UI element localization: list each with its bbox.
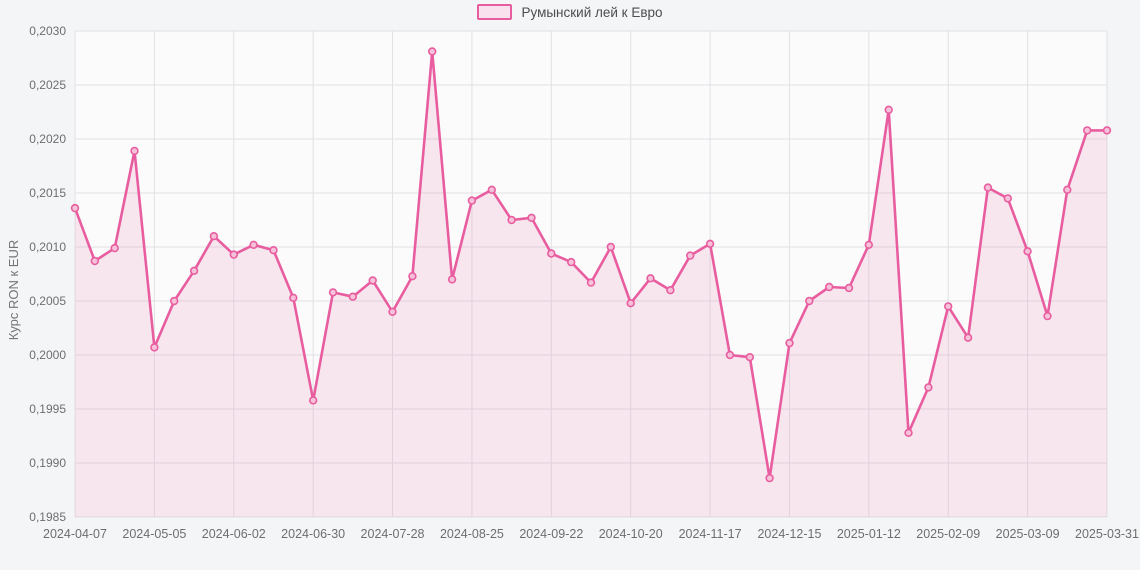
data-point[interactable] bbox=[626, 299, 635, 308]
x-tick-label: 2024-11-17 bbox=[679, 527, 742, 541]
y-tick-label: 0,1985 bbox=[29, 510, 66, 524]
data-point[interactable] bbox=[1023, 247, 1032, 256]
data-point[interactable] bbox=[963, 333, 973, 342]
data-point[interactable] bbox=[269, 246, 278, 255]
x-tick-label: 2024-12-15 bbox=[757, 527, 821, 541]
legend: Румынский лей к Евро bbox=[0, 4, 1140, 20]
y-tick-label: 0,1995 bbox=[29, 402, 66, 416]
data-point[interactable] bbox=[904, 428, 913, 437]
x-tick-label: 2025-02-09 bbox=[916, 527, 980, 541]
x-tick-label: 2024-06-30 bbox=[281, 527, 345, 541]
data-point[interactable] bbox=[229, 250, 239, 259]
x-tick-label: 2024-09-22 bbox=[519, 527, 583, 541]
data-point[interactable] bbox=[110, 243, 119, 253]
data-point[interactable] bbox=[189, 266, 199, 275]
x-tick-label: 2024-04-07 bbox=[43, 527, 107, 541]
data-point[interactable] bbox=[785, 338, 794, 348]
data-point[interactable] bbox=[1063, 185, 1072, 195]
data-point[interactable] bbox=[209, 232, 219, 241]
data-point[interactable] bbox=[586, 278, 596, 287]
y-tick-label: 0,1990 bbox=[29, 456, 66, 470]
data-point[interactable] bbox=[289, 293, 298, 302]
y-tick-label: 0,2010 bbox=[29, 240, 66, 254]
data-point[interactable] bbox=[487, 185, 496, 195]
data-point[interactable] bbox=[130, 146, 139, 156]
data-point[interactable] bbox=[606, 242, 615, 252]
data-point[interactable] bbox=[249, 240, 258, 250]
x-tick-label: 2025-03-31 bbox=[1075, 527, 1139, 541]
data-point[interactable] bbox=[388, 307, 397, 316]
data-point[interactable] bbox=[666, 286, 675, 295]
data-point[interactable] bbox=[428, 47, 437, 56]
data-point[interactable] bbox=[170, 296, 179, 306]
data-point[interactable] bbox=[328, 288, 338, 297]
data-point[interactable] bbox=[705, 239, 715, 249]
data-point[interactable] bbox=[90, 256, 100, 266]
data-point[interactable] bbox=[745, 353, 754, 362]
x-tick-label: 2025-03-09 bbox=[996, 527, 1060, 541]
y-tick-label: 0,2020 bbox=[29, 132, 66, 146]
data-point[interactable] bbox=[824, 282, 834, 292]
x-tick-label: 2024-08-25 bbox=[440, 527, 504, 541]
data-point[interactable] bbox=[150, 343, 159, 352]
data-point[interactable] bbox=[864, 240, 873, 250]
data-point[interactable] bbox=[447, 275, 457, 284]
data-point[interactable] bbox=[348, 292, 357, 301]
data-point[interactable] bbox=[1043, 311, 1052, 321]
data-point[interactable] bbox=[507, 215, 516, 225]
x-tick-label: 2024-06-02 bbox=[202, 527, 266, 541]
y-tick-label: 0,2025 bbox=[29, 78, 66, 92]
data-point[interactable] bbox=[70, 203, 80, 213]
legend-label: Румынский лей к Евро bbox=[521, 4, 663, 20]
x-tick-label: 2024-07-28 bbox=[361, 527, 425, 541]
data-point[interactable] bbox=[765, 473, 774, 483]
data-point[interactable] bbox=[943, 302, 953, 311]
y-tick-label: 0,2000 bbox=[29, 348, 66, 362]
y-tick-label: 0,2030 bbox=[29, 24, 66, 38]
data-point[interactable] bbox=[309, 396, 318, 405]
y-tick-label: 0,2005 bbox=[29, 294, 66, 308]
data-point[interactable] bbox=[566, 257, 576, 267]
data-point[interactable] bbox=[368, 276, 377, 285]
x-tick-label: 2024-05-05 bbox=[122, 527, 186, 541]
data-point[interactable] bbox=[1082, 126, 1092, 135]
y-axis-title: Курс RON к EUR bbox=[6, 239, 21, 341]
data-point[interactable] bbox=[805, 296, 814, 306]
data-point[interactable] bbox=[547, 249, 556, 258]
data-point[interactable] bbox=[1102, 126, 1112, 135]
data-point[interactable] bbox=[924, 383, 933, 392]
legend-item-ron-eur[interactable]: Румынский лей к Евро bbox=[477, 4, 663, 20]
data-point[interactable] bbox=[725, 350, 735, 360]
x-tick-label: 2024-10-20 bbox=[599, 527, 663, 541]
data-point[interactable] bbox=[844, 283, 854, 293]
x-tick-label: 2025-01-12 bbox=[837, 527, 901, 541]
data-point[interactable] bbox=[685, 251, 695, 260]
data-point[interactable] bbox=[467, 196, 477, 205]
data-point[interactable] bbox=[527, 213, 536, 223]
data-point[interactable] bbox=[646, 274, 655, 283]
data-point[interactable] bbox=[884, 105, 893, 115]
legend-swatch bbox=[477, 4, 513, 20]
data-point[interactable] bbox=[1003, 194, 1012, 203]
data-point[interactable] bbox=[408, 272, 417, 281]
plot-area bbox=[75, 31, 1107, 517]
y-tick-label: 0,2015 bbox=[29, 186, 66, 200]
data-point[interactable] bbox=[983, 183, 993, 192]
